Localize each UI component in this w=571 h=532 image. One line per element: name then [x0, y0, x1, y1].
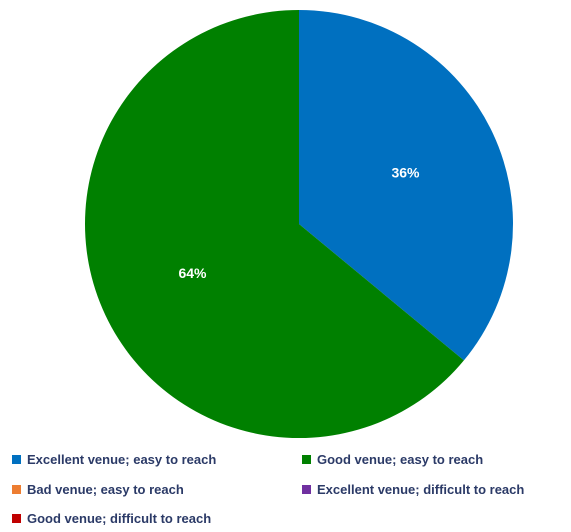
legend-item-good-difficult: Good venue; difficult to reach	[12, 511, 211, 526]
pie-slice-good-easy	[84, 10, 464, 439]
legend-label-excellent-difficult: Excellent venue; difficult to reach	[317, 482, 525, 497]
legend-item-bad-easy: Bad venue; easy to reach	[12, 482, 184, 497]
legend-item-excellent-difficult: Excellent venue; difficult to reach	[302, 482, 524, 497]
legend-label-excellent-easy: Excellent venue; easy to reach	[27, 452, 217, 467]
pie-slice-excellent-easy	[299, 10, 513, 361]
legend-label-bad-easy: Bad venue; easy to reach	[27, 482, 184, 497]
legend-swatch-good-difficult	[12, 514, 21, 523]
legend-label-good-easy: Good venue; easy to reach	[317, 452, 484, 467]
legend-swatch-excellent-difficult	[302, 485, 311, 494]
legend-swatch-bad-easy	[12, 485, 21, 494]
legend-item-good-easy: Good venue; easy to reach	[302, 452, 483, 467]
legend-swatch-excellent-easy	[12, 455, 21, 464]
pie-plot-area: 36% 64%	[84, 10, 513, 439]
data-label-excellent-easy: 36%	[391, 165, 420, 181]
legend-item-excellent-easy: Excellent venue; easy to reach	[12, 452, 216, 467]
legend-label-good-difficult: Good venue; difficult to reach	[27, 511, 212, 526]
legend-swatch-good-easy	[302, 455, 311, 464]
data-label-good-easy: 64%	[178, 265, 207, 281]
